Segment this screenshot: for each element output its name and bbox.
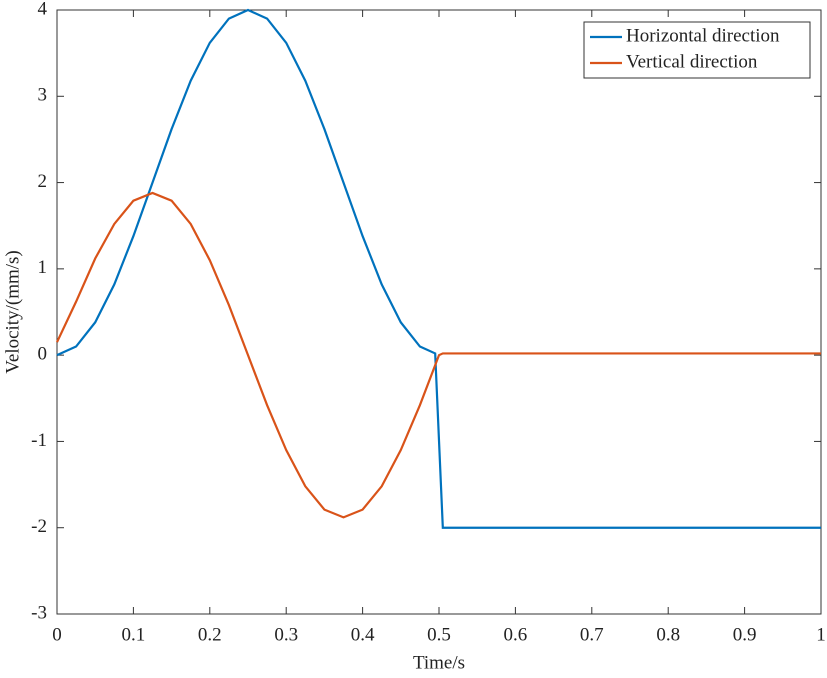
y-axis-label: Velocity/(mm/s) xyxy=(2,250,23,373)
data-line xyxy=(56,8,821,529)
y-tick-label: 2 xyxy=(38,171,48,192)
x-tick-label: 0.5 xyxy=(427,624,451,645)
x-tick-label: 1 xyxy=(816,624,826,645)
x-tick-label: 0.6 xyxy=(504,624,528,645)
plot-frame xyxy=(56,9,822,615)
x-axis-label: Time/s xyxy=(413,652,465,673)
x-tick-label: 0.2 xyxy=(198,624,222,645)
y-tick-label: 0 xyxy=(38,344,48,365)
y-tick-label: -1 xyxy=(31,430,47,451)
data-line xyxy=(56,191,821,519)
y-tick-label: 4 xyxy=(38,0,48,19)
x-tick-label: 0.9 xyxy=(733,624,757,645)
legend-label: Vertical direction xyxy=(626,51,758,72)
x-tick-label: 0.4 xyxy=(351,624,375,645)
y-tick-label: -3 xyxy=(31,602,47,623)
legend-label: Horizontal direction xyxy=(626,25,780,46)
x-tick-label: 0.3 xyxy=(274,624,298,645)
x-tick-label: 0.8 xyxy=(656,624,680,645)
legend-box xyxy=(583,21,811,79)
y-tick-label: -2 xyxy=(31,516,47,537)
x-tick-label: 0 xyxy=(52,624,62,645)
x-tick-label: 0.1 xyxy=(122,624,146,645)
x-tick-label: 0.7 xyxy=(580,624,604,645)
y-tick-label: 1 xyxy=(38,257,48,278)
y-tick-label: 3 xyxy=(38,85,48,106)
